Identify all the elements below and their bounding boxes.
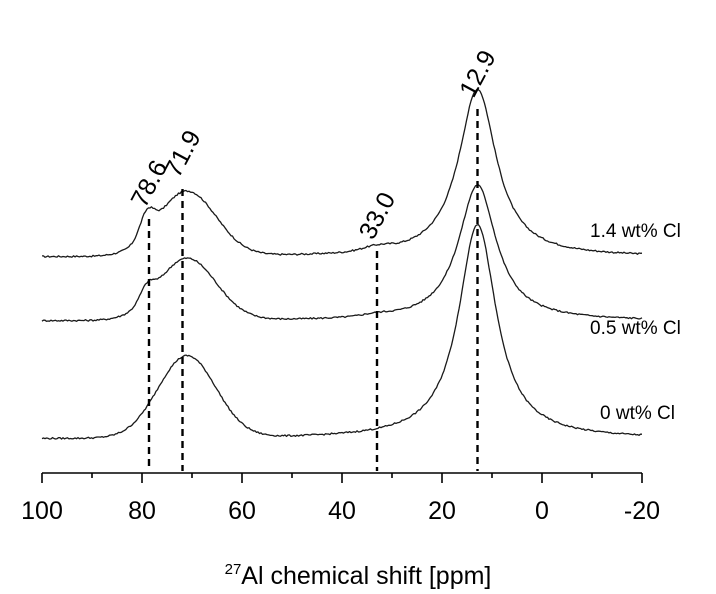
peak-label-71-9: 71.9 [159,126,207,182]
spectrum-trace-1-4-wt-cl [42,88,643,258]
x-axis-title: 27Al chemical shift [ppm] [225,561,492,590]
peak-label-12-9: 12.9 [454,46,502,102]
x-tick-label: 100 [21,497,63,525]
x-tick-label: 40 [328,497,356,525]
x-tick-label: 80 [128,497,156,525]
x-tick-label: 0 [535,497,549,525]
series-label-0-wt-cl: 0 wt% Cl [600,403,675,424]
x-axis-ticks [41,473,643,483]
peak-label-33-0: 33.0 [354,188,402,244]
series-label-0-5-wt-cl: 0.5 wt% Cl [590,318,681,339]
series-label-1-4-wt-cl: 1.4 wt% Cl [590,221,681,242]
x-axis: 100 80 60 40 20 0 -20 [21,472,660,525]
x-axis-title-text: Al chemical shift [ppm] [241,562,491,590]
x-axis-title-superscript: 27 [225,561,242,578]
x-tick-label: 60 [228,497,256,525]
x-tick-label: 20 [428,497,456,525]
spectrum-trace-0-5-wt-cl [41,184,643,322]
x-axis-tick-labels: 100 80 60 40 20 0 -20 [21,497,660,525]
spectrum-trace-0-wt-cl [41,224,642,440]
plot-area: 78.6 71.9 33.0 12.9 1.4 wt% Cl 0.5 wt% C… [41,46,681,471]
x-tick-label: -20 [624,497,660,525]
